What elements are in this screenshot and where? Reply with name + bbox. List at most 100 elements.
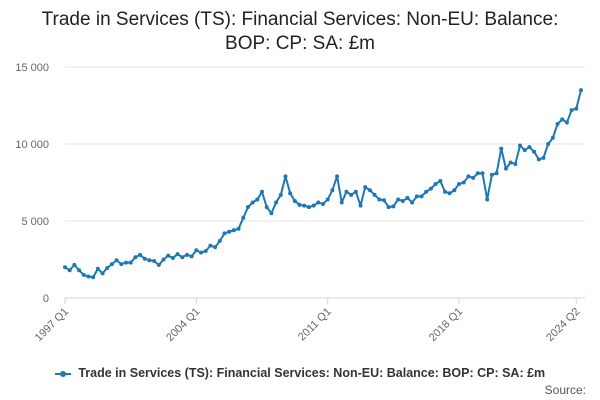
data-point[interactable] bbox=[241, 215, 246, 220]
data-point[interactable] bbox=[199, 250, 204, 255]
data-point[interactable] bbox=[138, 252, 143, 257]
data-point[interactable] bbox=[518, 143, 523, 148]
data-point[interactable] bbox=[123, 260, 128, 265]
data-point[interactable] bbox=[180, 255, 185, 260]
data-point[interactable] bbox=[494, 171, 499, 176]
data-point[interactable] bbox=[400, 198, 405, 203]
data-point[interactable] bbox=[100, 271, 105, 276]
data-point[interactable] bbox=[330, 188, 335, 193]
data-point[interactable] bbox=[353, 189, 358, 194]
data-point[interactable] bbox=[203, 249, 208, 254]
data-point[interactable] bbox=[471, 175, 476, 180]
data-point[interactable] bbox=[274, 200, 279, 205]
data-point[interactable] bbox=[236, 226, 241, 231]
data-point[interactable] bbox=[77, 268, 82, 273]
data-point[interactable] bbox=[128, 260, 133, 265]
data-point[interactable] bbox=[227, 229, 232, 234]
data-point[interactable] bbox=[508, 160, 513, 165]
data-point[interactable] bbox=[367, 188, 372, 193]
data-point[interactable] bbox=[485, 197, 490, 202]
data-point[interactable] bbox=[81, 272, 86, 277]
data-point[interactable] bbox=[166, 253, 171, 258]
legend[interactable]: Trade in Services (TS): Financial Servic… bbox=[0, 366, 600, 380]
data-point[interactable] bbox=[142, 256, 147, 261]
data-point[interactable] bbox=[72, 262, 77, 267]
data-point[interactable] bbox=[245, 205, 250, 210]
data-point[interactable] bbox=[114, 258, 119, 263]
data-point[interactable] bbox=[527, 145, 532, 150]
data-point[interactable] bbox=[447, 191, 452, 196]
data-point[interactable] bbox=[278, 192, 283, 197]
data-point[interactable] bbox=[536, 157, 541, 162]
data-point[interactable] bbox=[466, 174, 471, 179]
data-point[interactable] bbox=[381, 198, 386, 203]
data-point[interactable] bbox=[339, 200, 344, 205]
data-point[interactable] bbox=[372, 192, 377, 197]
data-point[interactable] bbox=[532, 149, 537, 154]
data-point[interactable] bbox=[189, 254, 194, 259]
data-point[interactable] bbox=[424, 189, 429, 194]
data-point[interactable] bbox=[574, 106, 579, 111]
data-point[interactable] bbox=[344, 189, 349, 194]
data-point[interactable] bbox=[302, 203, 307, 208]
data-point[interactable] bbox=[438, 178, 443, 183]
data-point[interactable] bbox=[550, 135, 555, 140]
data-point[interactable] bbox=[480, 171, 485, 176]
data-point[interactable] bbox=[503, 166, 508, 171]
data-point[interactable] bbox=[133, 255, 138, 260]
data-point[interactable] bbox=[147, 258, 152, 263]
data-point[interactable] bbox=[184, 252, 189, 257]
data-point[interactable] bbox=[67, 268, 72, 273]
data-point[interactable] bbox=[306, 205, 311, 210]
data-point[interactable] bbox=[377, 197, 382, 202]
data-point[interactable] bbox=[208, 243, 213, 248]
data-point[interactable] bbox=[396, 197, 401, 202]
data-point[interactable] bbox=[555, 121, 560, 126]
data-point[interactable] bbox=[325, 197, 330, 202]
data-point[interactable] bbox=[321, 202, 325, 207]
data-point[interactable] bbox=[513, 162, 518, 167]
data-point[interactable] bbox=[86, 274, 91, 279]
data-point[interactable] bbox=[433, 182, 438, 187]
data-point[interactable] bbox=[119, 262, 124, 267]
data-point[interactable] bbox=[546, 142, 551, 146]
data-point[interactable] bbox=[405, 195, 410, 200]
data-point[interactable] bbox=[175, 252, 180, 257]
data-point[interactable] bbox=[442, 189, 447, 194]
data-point[interactable] bbox=[363, 185, 368, 190]
data-point[interactable] bbox=[386, 205, 391, 210]
data-point[interactable] bbox=[269, 211, 274, 216]
data-point[interactable] bbox=[170, 255, 175, 260]
data-point[interactable] bbox=[564, 120, 569, 125]
data-point[interactable] bbox=[461, 180, 466, 185]
data-point[interactable] bbox=[292, 198, 297, 203]
data-point[interactable] bbox=[260, 189, 265, 194]
data-point[interactable] bbox=[222, 231, 227, 236]
data-point[interactable] bbox=[475, 171, 480, 176]
data-point[interactable] bbox=[152, 259, 157, 264]
data-point[interactable] bbox=[452, 188, 457, 193]
data-point[interactable] bbox=[316, 200, 321, 205]
data-point[interactable] bbox=[414, 194, 419, 199]
data-point[interactable] bbox=[109, 262, 114, 267]
data-point[interactable] bbox=[499, 146, 504, 151]
data-point[interactable] bbox=[579, 88, 583, 93]
data-point[interactable] bbox=[288, 191, 293, 196]
data-point[interactable] bbox=[560, 117, 565, 122]
data-point[interactable] bbox=[194, 248, 199, 253]
data-point[interactable] bbox=[569, 108, 574, 113]
data-point[interactable] bbox=[161, 257, 166, 262]
data-point[interactable] bbox=[489, 172, 494, 177]
data-point[interactable] bbox=[91, 275, 96, 280]
data-point[interactable] bbox=[541, 155, 546, 160]
data-point[interactable] bbox=[250, 200, 255, 205]
data-point[interactable] bbox=[297, 202, 302, 207]
data-point[interactable] bbox=[311, 203, 316, 208]
data-point[interactable] bbox=[335, 174, 340, 179]
data-point[interactable] bbox=[358, 203, 363, 208]
data-point[interactable] bbox=[231, 228, 236, 233]
data-point[interactable] bbox=[283, 174, 288, 179]
data-point[interactable] bbox=[105, 265, 110, 270]
data-point[interactable] bbox=[156, 262, 161, 267]
data-point[interactable] bbox=[349, 192, 354, 197]
